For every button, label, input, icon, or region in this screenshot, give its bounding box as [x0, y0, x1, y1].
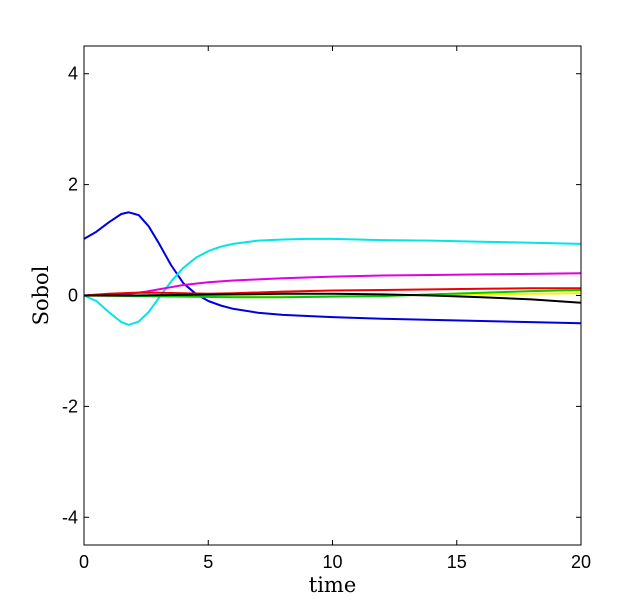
y-tick-label: 2 — [68, 175, 78, 195]
x-tick-label: 20 — [571, 552, 591, 572]
series-layer — [83, 211, 582, 326]
tick-layer: 0 5 10 15 20 -4 -2 0 2 4 — [62, 46, 591, 572]
series-line-4 — [83, 287, 581, 297]
series-line-6 — [83, 289, 582, 299]
y-tick-label: -2 — [62, 396, 78, 416]
x-tick-label: 10 — [322, 552, 342, 572]
series-line-2 — [83, 237, 582, 326]
x-tick-label: 5 — [203, 552, 213, 572]
x-tick-label: 0 — [79, 552, 89, 572]
series-line-1 — [83, 211, 582, 325]
y-tick-label: -4 — [62, 507, 78, 527]
y-tick-label: 4 — [68, 64, 78, 84]
y-axis-title: Sobol — [29, 265, 53, 325]
series-line-7 — [84, 292, 582, 304]
y-tick-label: 0 — [68, 286, 78, 306]
x-axis-title: time — [309, 573, 357, 597]
x-tick-label: 15 — [447, 552, 467, 572]
